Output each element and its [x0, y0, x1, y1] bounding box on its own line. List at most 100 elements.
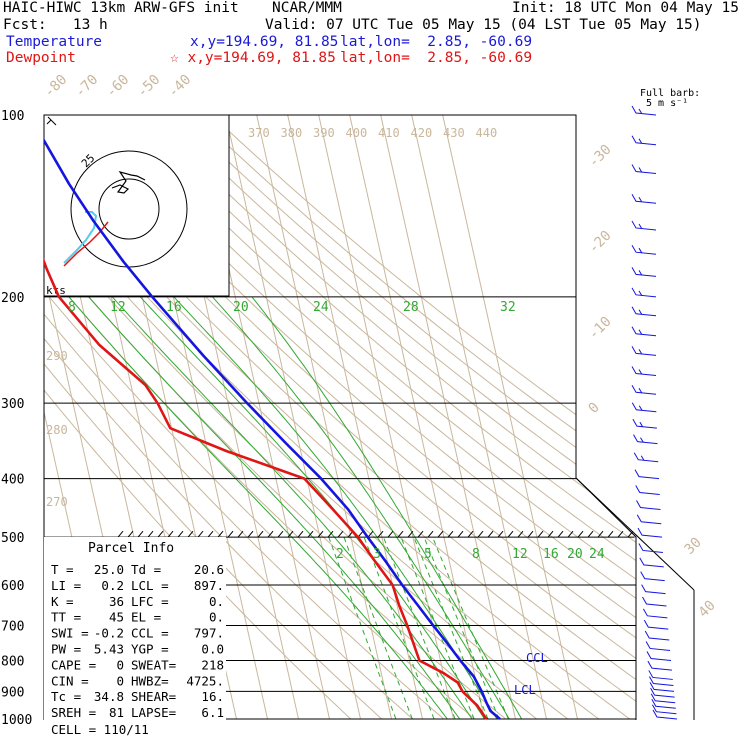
parcel-param-value: 0.: [209, 610, 224, 625]
parcel-param-name: LFC =: [131, 594, 169, 609]
mixing-ratio-label-lower: 16: [543, 547, 559, 562]
hodograph-corner-mark: [46, 116, 57, 126]
mixing-ratio-label-upper: 24: [313, 300, 329, 315]
dry-adiabat-line: [44, 115, 445, 720]
mixing-ratio-label-upper: 20: [233, 300, 249, 315]
pressure-tick-label: 1000: [1, 713, 32, 728]
isotherm-line: [287, 115, 423, 720]
wind-barb: [644, 630, 670, 641]
hatch-mark: [577, 530, 584, 538]
hatch-mark: [327, 530, 334, 538]
parcel-param-value: 20.6: [194, 562, 224, 577]
isotherm-line: [225, 115, 361, 720]
mixing-ratio-label-upper: 8: [68, 300, 76, 315]
isotherm-label-right: -10: [586, 314, 615, 343]
wind-barb: [631, 164, 657, 175]
parcel-param-name: CAPE =: [51, 657, 96, 672]
isotherm-line: [318, 115, 454, 720]
isotherm-label-top: -60: [103, 72, 132, 101]
wind-barb: [651, 699, 676, 709]
wind-barb: [652, 709, 678, 720]
parcel-param-name: LAPSE=: [131, 705, 176, 720]
hatch-mark: [407, 530, 414, 538]
hatch-mark: [307, 530, 314, 538]
diagram-background-lines: [44, 115, 636, 720]
wind-barb: [636, 500, 661, 511]
mixing-ratio-label-lower: 8: [472, 547, 480, 562]
pressure-tick-label: 800: [1, 654, 24, 669]
mixing-ratio-label-upper: 28: [403, 300, 419, 315]
hatch-mark: [117, 530, 124, 538]
theta-label-left: 270: [46, 495, 68, 509]
wind-barb: [651, 704, 677, 715]
wind-barb: [650, 687, 675, 698]
parcel-param-value: 218: [201, 657, 224, 672]
theta-label-left: 280: [46, 423, 68, 437]
wind-barb: [637, 527, 663, 538]
mixing-ratio-label-upper: 32: [500, 300, 516, 315]
hatch-mark: [187, 530, 194, 538]
mixing-ratio-label-lower: 3: [373, 547, 381, 562]
hatch-mark: [457, 530, 464, 538]
wind-barb: [646, 651, 672, 661]
parcel-param-name: PW =: [51, 642, 81, 657]
hodograph-trace-upper: [111, 170, 146, 194]
dry-adiabat-line: [82, 115, 636, 720]
mixing-ratio-label-lower: 2: [336, 547, 344, 562]
hatch-mark: [477, 530, 484, 538]
parcel-param-name: K =: [51, 594, 74, 609]
theta-label: 420: [411, 126, 433, 140]
isotherm-line: [349, 115, 485, 720]
hatch-mark: [597, 530, 604, 538]
wind-barb: [639, 557, 664, 568]
mixing-ratio-line: [383, 537, 456, 720]
hatch-mark: [507, 530, 514, 538]
sounding-series: [44, 115, 501, 720]
isotherm-label-right: 0: [586, 400, 603, 417]
dry-adiabat-line: [163, 115, 636, 720]
dry-adiabat-line: [147, 115, 636, 720]
dry-adiabat-line: [98, 115, 636, 720]
hatch-mark: [627, 530, 634, 538]
parcel-param-value: 25.0: [94, 562, 124, 577]
hatch-mark: [287, 530, 294, 538]
hatch-mark: [437, 530, 444, 538]
theta-label: 410: [378, 126, 400, 140]
hatch-mark: [277, 530, 284, 538]
dry-adiabat-line: [44, 115, 636, 720]
parcel-param-value: 0: [116, 657, 124, 672]
dry-adiabat-line: [44, 115, 636, 720]
theta-label: 370: [248, 126, 270, 140]
lcl-annotation: LCL: [514, 683, 536, 697]
hatch-mark: [127, 530, 134, 538]
wind-barb: [631, 385, 657, 395]
parcel-param-value: 0.0: [201, 642, 224, 657]
wind-barb: [631, 220, 657, 231]
parcel-param-name: SWI =: [51, 626, 89, 641]
wind-barb: [650, 693, 676, 704]
wind-barb: [631, 194, 657, 204]
hatch-mark: [447, 530, 454, 538]
header-model: HAIC-HIWC 13km ARW-GFS init: [3, 0, 239, 16]
mixing-ratio-line: [413, 537, 489, 720]
parcel-param-name: T =: [51, 562, 74, 577]
legend-temperature-location: x,y=194.69, 81.85: [190, 34, 339, 50]
hatch-mark: [487, 530, 494, 538]
parcel-param-name: LI =: [51, 578, 81, 593]
mixing-ratio-label-upper: 16: [166, 300, 182, 315]
hatch-mark: [567, 530, 574, 538]
parcel-param-name: YGP =: [131, 642, 169, 657]
dewpoint-profile-line: [44, 115, 488, 720]
wind-barb: [643, 619, 669, 630]
theta-label: 440: [476, 126, 498, 140]
hatch-mark: [367, 530, 374, 538]
wind-barb: [641, 584, 666, 595]
isotherm-label-top: -70: [72, 72, 101, 101]
hatch-mark: [247, 530, 254, 538]
wind-barb: [635, 485, 660, 496]
hatch-mark: [217, 530, 224, 538]
wind-barb: [633, 434, 658, 445]
pressure-tick-label: 900: [1, 685, 24, 700]
isotherm-line: [256, 115, 392, 720]
